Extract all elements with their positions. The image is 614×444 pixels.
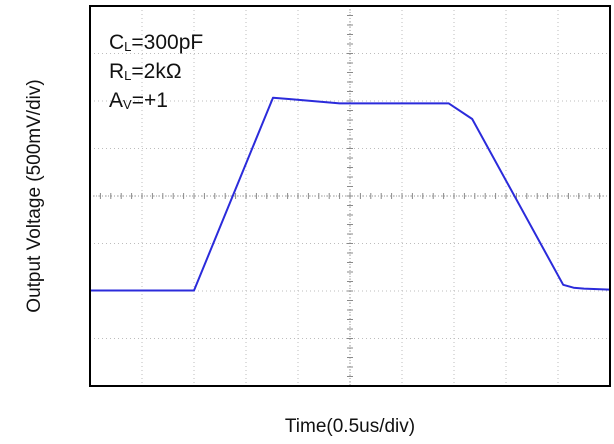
annotation-gain: AV=+1	[109, 89, 168, 112]
legend-annotations: CL=300pF RL=2kΩ AV=+1	[109, 31, 203, 112]
annotation-load-capacitance: CL=300pF	[109, 31, 203, 54]
y-axis-label: Output Voltage (500mV/div)	[24, 79, 45, 312]
voltage-trace	[90, 96, 611, 292]
x-axis-label: Time(0.5us/div)	[285, 416, 415, 437]
annotation-load-resistance: RL=2kΩ	[109, 60, 182, 83]
plot-frame	[89, 5, 611, 387]
